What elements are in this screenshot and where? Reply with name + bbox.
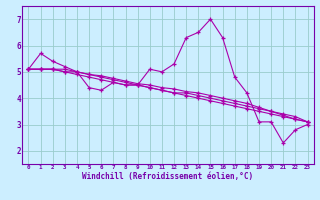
X-axis label: Windchill (Refroidissement éolien,°C): Windchill (Refroidissement éolien,°C) <box>83 172 253 181</box>
